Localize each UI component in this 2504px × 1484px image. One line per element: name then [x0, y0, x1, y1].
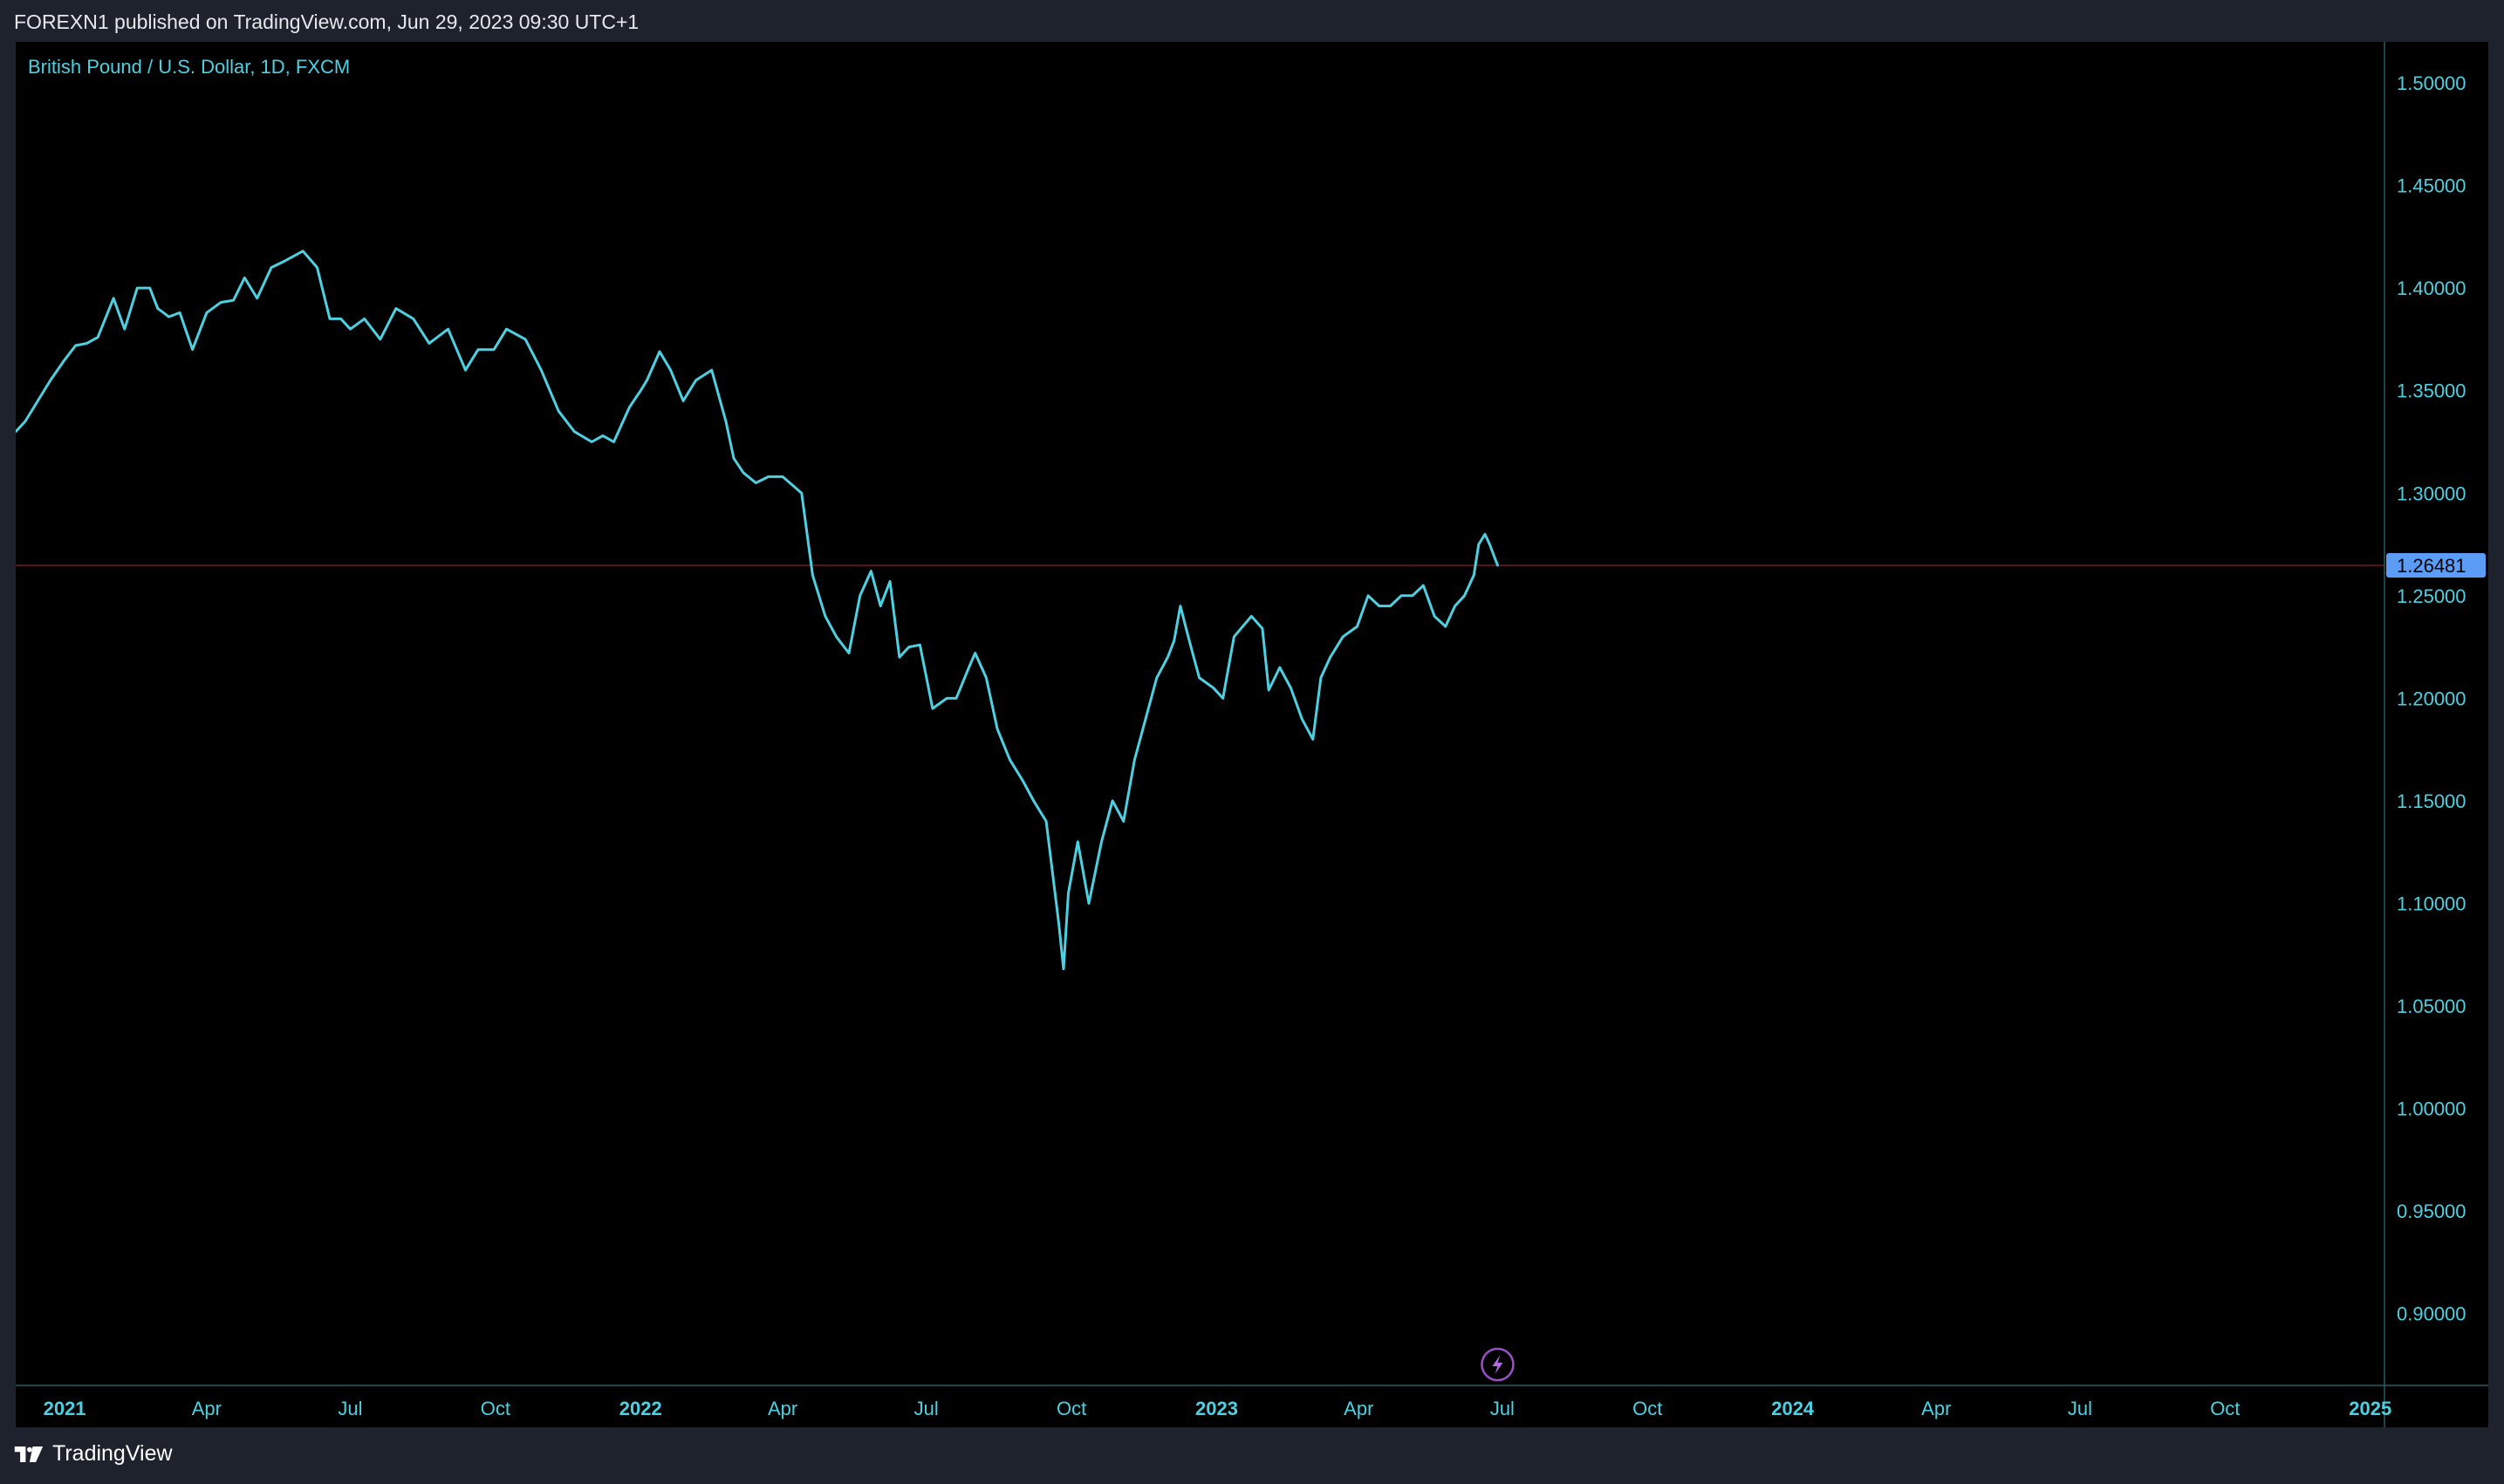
x-tick-label: Jul — [2068, 1398, 2092, 1419]
series-line-0 — [16, 250, 1499, 971]
y-tick-label: 1.25000 — [2397, 585, 2466, 607]
x-tick-label: 2023 — [1195, 1398, 1238, 1419]
x-tick-label: Apr — [192, 1398, 222, 1419]
y-tick-label: 1.30000 — [2397, 482, 2466, 504]
chart-canvas[interactable]: 1.50000 1.45000 1.40000 1.35000 1.30000 1.250… — [16, 42, 2488, 1427]
y-tick-label: 1.20000 — [2397, 687, 2466, 709]
chart-frame[interactable]: 1.50000 1.45000 1.40000 1.35000 1.30000 1.250… — [16, 42, 2488, 1427]
series-layer — [16, 250, 1499, 971]
event-marker[interactable] — [1481, 1347, 1515, 1382]
x-tick-label: 2021 — [44, 1398, 86, 1419]
y-tick-label: 1.00000 — [2397, 1098, 2466, 1120]
footer-brand[interactable]: TradingView — [14, 1441, 173, 1467]
x-tick-label: Jul — [338, 1398, 362, 1419]
y-tick-label: 0.90000 — [2397, 1303, 2466, 1325]
x-tick-label: 2024 — [1771, 1398, 1815, 1419]
tradingview-logo-icon — [14, 1446, 44, 1462]
lightning-bolt — [1492, 1355, 1503, 1374]
y-tick-label: 1.10000 — [2397, 892, 2466, 914]
y-axis[interactable]: 1.50000 1.45000 1.40000 1.35000 1.30000 1.250… — [2397, 72, 2466, 1325]
y-tick-label: 1.40000 — [2397, 277, 2466, 299]
y-tick-label: 1.45000 — [2397, 175, 2466, 197]
y-tick-label: 1.35000 — [2397, 380, 2466, 402]
last-price-badge — [2386, 552, 2486, 578]
publish-header: FOREXN1 published on TradingView.com, Ju… — [14, 10, 640, 33]
x-tick-label: 2025 — [2349, 1398, 2391, 1419]
x-tick-label: Oct — [1632, 1398, 1662, 1419]
x-tick-label: Apr — [1921, 1398, 1951, 1419]
last-price-label: 1.26481 — [2386, 552, 2486, 578]
x-tick-label: Oct — [481, 1398, 510, 1419]
y-tick-label: 1.05000 — [2397, 995, 2466, 1017]
y-tick-label: 1.15000 — [2397, 790, 2466, 812]
x-tick-label: Jul — [1490, 1398, 1515, 1419]
last-price-value: 1.26481 — [2397, 555, 2466, 577]
y-tick-label: 0.95000 — [2397, 1200, 2466, 1222]
x-axis[interactable]: 2021 Apr Jul Oct 2022 Apr Jul Oct 2023 Apr Jul Oct 2… — [44, 1398, 2392, 1419]
x-tick-label: Apr — [768, 1398, 797, 1419]
x-tick-label: Oct — [2210, 1398, 2240, 1419]
x-tick-label: 2022 — [619, 1398, 662, 1419]
x-tick-label: Oct — [1057, 1398, 1086, 1419]
x-tick-label: Jul — [914, 1398, 939, 1419]
symbol-title[interactable]: British Pound / U.S. Dollar, 1D, FXCM — [28, 56, 351, 78]
x-tick-label: Apr — [1344, 1398, 1373, 1419]
footer-brand-name: TradingView — [52, 1441, 173, 1466]
y-tick-label: 1.50000 — [2397, 72, 2466, 94]
